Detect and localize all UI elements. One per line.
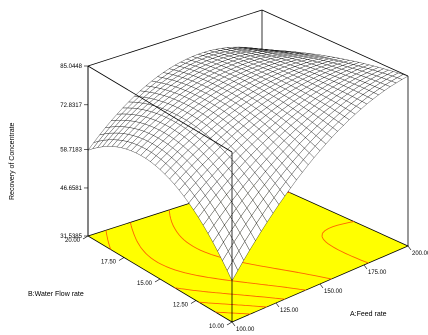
contour-line [129,222,306,291]
box-edge [87,9,263,67]
y-tick-label: 10.00 [209,324,225,330]
z-tick-label: 46.6581 [60,186,82,192]
x-tick [231,321,236,327]
contour-line [215,311,251,315]
x-axis-label: A:Feed rate [350,311,387,318]
z-axis-label: Recovery of Concentrate [9,122,16,200]
y-tick [190,300,197,304]
z-tick-label: 31.5385 [60,234,82,240]
y-tick-label: 12.50 [173,303,189,309]
y-tick-label: 20.00 [65,238,81,244]
y-tick [82,235,89,240]
x-tick [275,302,280,308]
x-tick-label: 150.00 [324,289,343,295]
chart-box-front-edges [87,65,233,322]
y-axis-label: B:Water Flow rate [28,291,84,298]
y-tick [226,321,233,326]
z-tick-label: 58.7183 [60,148,82,154]
axis-ticks: 31.5385 46.6581 58.7183 72.8317 85.0448 10.00… [60,64,428,333]
box-edge [261,9,409,77]
x-tick-label: 175.00 [368,270,387,276]
y-tick-label: 15.00 [137,281,153,287]
x-tick-label: 100.00 [236,327,255,333]
contour-line [105,230,285,300]
x-tick-label: 200.00 [412,251,428,257]
z-tick-label: 85.0448 [60,64,82,70]
x-tick [363,264,368,270]
surface-mesh [87,46,409,282]
y-tick-label: 17.50 [101,260,117,266]
y-tick [154,278,161,283]
contour-line [198,301,267,308]
x-tick [407,245,412,251]
z-tick-label: 72.8317 [60,103,82,109]
x-tick-label: 125.00 [280,308,299,314]
y-tick [118,257,125,261]
x-tick [319,283,324,289]
contour-line [321,221,369,264]
surface-cell [396,74,409,80]
box-edge [87,65,233,153]
